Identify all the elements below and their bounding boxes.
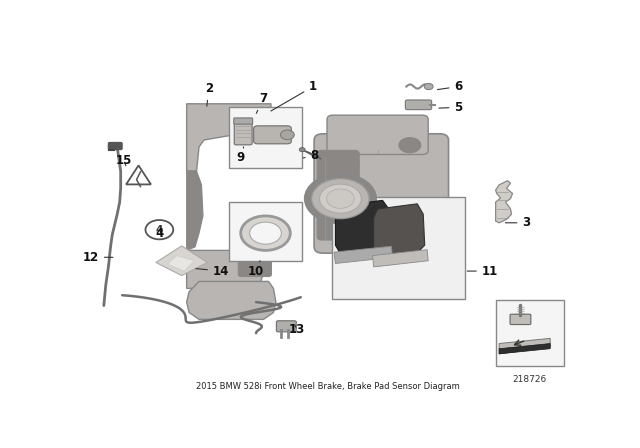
Text: 6: 6 (437, 80, 463, 93)
FancyBboxPatch shape (229, 107, 302, 168)
Text: 2015 BMW 528i Front Wheel Brake, Brake Pad Sensor Diagram: 2015 BMW 528i Front Wheel Brake, Brake P… (196, 382, 460, 391)
Polygon shape (187, 171, 203, 250)
FancyBboxPatch shape (253, 126, 291, 144)
Polygon shape (499, 344, 550, 354)
Circle shape (305, 174, 376, 224)
Circle shape (326, 189, 355, 208)
Polygon shape (126, 165, 151, 185)
Text: 15: 15 (115, 154, 132, 167)
FancyBboxPatch shape (234, 118, 253, 124)
FancyBboxPatch shape (327, 115, 428, 155)
Text: 4: 4 (156, 227, 163, 240)
Text: 2: 2 (205, 82, 213, 106)
Text: 1: 1 (271, 80, 317, 111)
Text: 8: 8 (303, 149, 319, 162)
Circle shape (399, 138, 420, 153)
FancyBboxPatch shape (495, 301, 564, 366)
Text: 12: 12 (83, 251, 113, 264)
FancyBboxPatch shape (332, 197, 465, 299)
Circle shape (424, 83, 433, 90)
Circle shape (280, 130, 294, 140)
Circle shape (241, 216, 291, 250)
Text: 7: 7 (256, 92, 268, 113)
FancyBboxPatch shape (367, 221, 432, 250)
FancyBboxPatch shape (317, 151, 359, 240)
Polygon shape (335, 200, 390, 254)
FancyBboxPatch shape (238, 252, 271, 276)
Polygon shape (372, 250, 428, 267)
Text: 10: 10 (248, 261, 264, 278)
Circle shape (145, 220, 173, 239)
Polygon shape (334, 246, 392, 263)
Text: 9: 9 (236, 147, 244, 164)
Polygon shape (495, 181, 513, 223)
Polygon shape (156, 246, 207, 276)
Text: 11: 11 (467, 265, 498, 278)
Polygon shape (374, 204, 425, 258)
Text: 13: 13 (289, 323, 305, 336)
Circle shape (250, 222, 282, 244)
FancyBboxPatch shape (405, 100, 431, 110)
Polygon shape (187, 250, 264, 289)
Polygon shape (168, 255, 194, 271)
Circle shape (319, 184, 361, 213)
Circle shape (300, 147, 305, 152)
FancyBboxPatch shape (108, 142, 122, 150)
Text: 14: 14 (196, 265, 229, 278)
FancyBboxPatch shape (229, 202, 302, 261)
Polygon shape (187, 281, 276, 319)
Polygon shape (187, 104, 271, 171)
FancyBboxPatch shape (234, 122, 252, 145)
Text: 5: 5 (439, 101, 463, 114)
FancyBboxPatch shape (314, 134, 449, 253)
Circle shape (312, 179, 369, 219)
Polygon shape (499, 338, 550, 354)
FancyBboxPatch shape (510, 314, 531, 324)
Text: 218726: 218726 (513, 375, 547, 383)
Text: 3: 3 (506, 216, 531, 229)
FancyBboxPatch shape (276, 321, 296, 332)
Text: 4: 4 (156, 225, 163, 235)
